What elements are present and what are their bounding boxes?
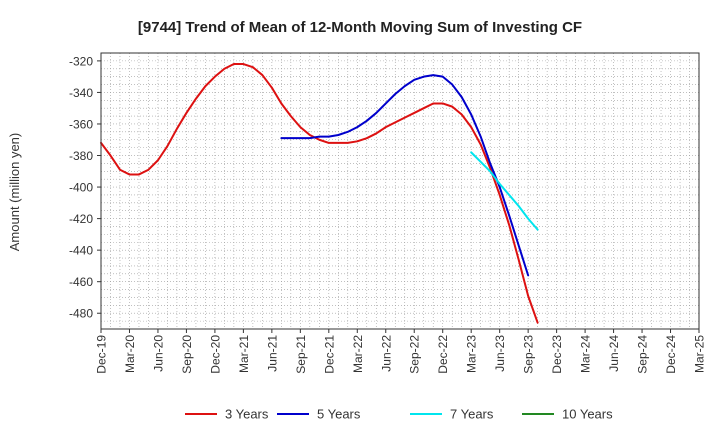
y-tick-label: -320 [69, 54, 93, 68]
y-tick-label: -400 [69, 181, 93, 195]
x-tick-label: Dec-20 [208, 335, 222, 374]
x-tick-label: Jun-24 [607, 335, 621, 372]
y-tick-label: -340 [69, 86, 93, 100]
chart-title: [9744] Trend of Mean of 12-Month Moving … [138, 19, 582, 36]
legend-label-3-years: 3 Years [225, 407, 269, 422]
x-tick-label: Sep-23 [522, 335, 536, 374]
x-tick-label: Mar-20 [123, 335, 137, 373]
axis-layer: -320-340-360-380-400-420-440-460-480Dec-… [69, 54, 707, 373]
x-tick-label: Mar-21 [237, 335, 251, 373]
series-line-5-years [280, 74, 530, 277]
series-layer [100, 63, 539, 324]
series-line-7-years [470, 151, 539, 231]
x-tick-label: Dec-22 [436, 335, 450, 374]
x-tick-label: Dec-19 [95, 335, 109, 374]
x-tick-label: Dec-21 [322, 335, 336, 374]
x-tick-label: Jun-22 [379, 335, 393, 372]
y-tick-label: -380 [69, 149, 93, 163]
x-tick-label: Sep-21 [294, 335, 308, 374]
x-tick-label: Sep-24 [636, 335, 650, 374]
x-tick-label: Mar-24 [579, 335, 593, 373]
x-tick-label: Sep-20 [180, 335, 194, 374]
y-tick-label: -460 [69, 275, 93, 289]
y-tick-label: -480 [69, 307, 93, 321]
legend-label-5-years: 5 Years [317, 407, 361, 422]
x-tick-label: Mar-22 [351, 335, 365, 373]
grid-layer [101, 53, 699, 329]
x-tick-label: Dec-23 [550, 335, 564, 374]
x-tick-label: Mar-23 [465, 335, 479, 373]
x-tick-label: Jun-21 [265, 335, 279, 372]
y-tick-label: -420 [69, 212, 93, 226]
y-axis-label: Amount (million yen) [7, 133, 22, 252]
x-tick-label: Jun-20 [151, 335, 165, 372]
x-tick-label: Jun-23 [493, 335, 507, 372]
legend: 3 Years 5 Years 7 Years 10 Years [185, 407, 613, 422]
x-tick-label: Sep-22 [408, 335, 422, 374]
plot-frame [100, 52, 700, 330]
legend-label-7-years: 7 Years [450, 407, 494, 422]
legend-label-10-years: 10 Years [562, 407, 613, 422]
y-tick-label: -360 [69, 117, 93, 131]
y-tick-label: -440 [69, 244, 93, 258]
x-tick-label: Dec-24 [664, 335, 678, 374]
x-tick-label: Mar-25 [693, 335, 707, 373]
series-line-3-years [100, 63, 539, 324]
